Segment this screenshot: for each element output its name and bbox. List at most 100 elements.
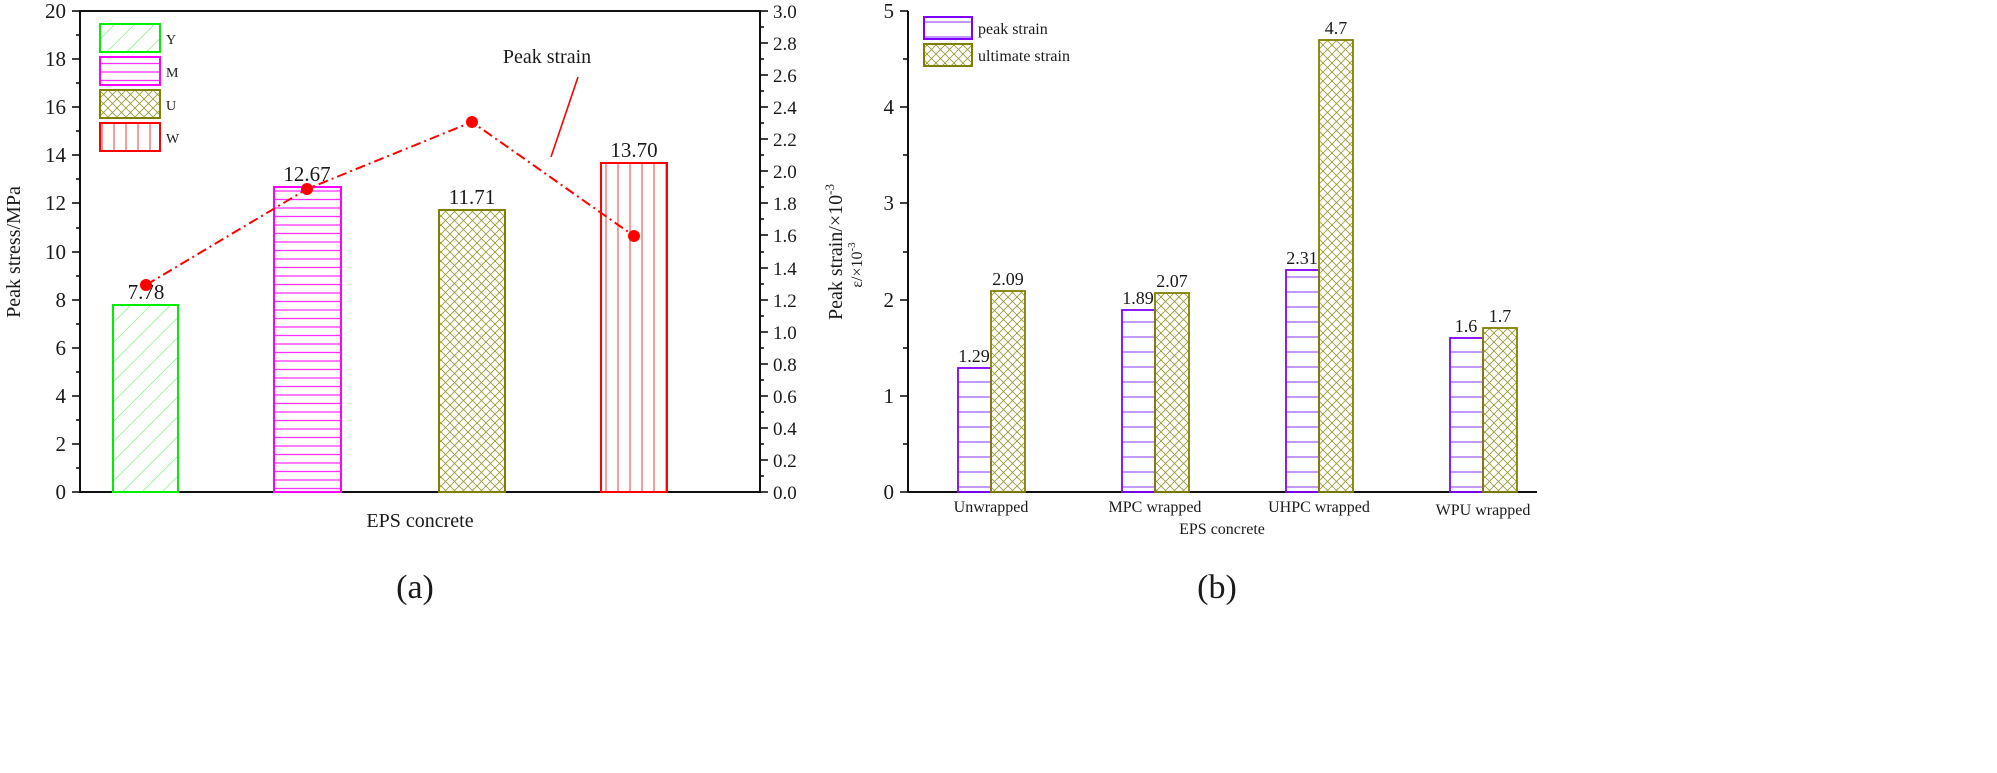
tick-label: 0.8 [773, 355, 797, 376]
tick-label: 2.6 [773, 66, 797, 87]
peak-strain-point [466, 116, 478, 128]
bar-value-label: 11.71 [449, 185, 495, 209]
legend-label-Y: Y [166, 33, 176, 48]
legend-swatch-U [99, 89, 161, 119]
tick-label: 2.8 [773, 34, 797, 55]
tick-label: 1.0 [773, 323, 797, 344]
tick-label: 3 [884, 191, 895, 215]
annotation-leader-line [550, 76, 579, 158]
legend-label-M: M [166, 66, 179, 81]
bar-value-label: 1.89 [1122, 288, 1154, 308]
peak-strain-point [301, 183, 313, 195]
tick-label: 10 [45, 240, 66, 264]
panel-a-y-axis-label: Peak stress/MPa [3, 186, 25, 318]
category-label: WPU wrapped [1436, 502, 1531, 519]
panel-a-legend: Y M U W [99, 23, 180, 152]
peak-strain-point [140, 279, 152, 291]
tick-label: 20 [45, 0, 66, 23]
bar-value-label: 4.7 [1325, 18, 1348, 38]
panel-a-right-tick-labels: 0.0 0.2 0.4 0.6 0.8 1.0 1.2 1.4 1.6 1.8 … [773, 2, 797, 504]
axis-label-exponent: -3 [846, 242, 858, 252]
tick-label: 2.4 [773, 98, 797, 119]
bar-W [600, 162, 668, 493]
tick-label: 14 [45, 143, 67, 167]
tick-label: 1.8 [773, 194, 797, 215]
bar-M [273, 186, 342, 493]
tick-label: 1.2 [773, 291, 797, 312]
panel-a-caption: (a) [396, 569, 434, 606]
tick-label: 1.6 [773, 226, 797, 247]
peak-strain-point [628, 230, 640, 242]
tick-label: 1 [884, 384, 895, 408]
tick-label: 0 [884, 480, 895, 504]
panel-b-bar-labels: 1.29 2.09 1.89 2.07 2.31 4.7 1.6 1.7 [958, 18, 1511, 366]
panel-a-bars [112, 162, 668, 493]
tick-label: 0 [56, 480, 67, 504]
tick-label: 16 [45, 95, 66, 119]
panel-b-y-ticks [900, 10, 908, 493]
bar-ultimate-strain-uhpc [1318, 39, 1354, 493]
legend-swatch-M [99, 56, 161, 86]
bar-value-label: 2.31 [1286, 248, 1318, 268]
panel-b-y-tick-labels: 0 1 2 3 4 5 [884, 0, 895, 504]
panel-a-bar-labels: 7.78 12.67 11.71 13.70 [128, 138, 658, 304]
axis-label-main: ε/×10 [849, 251, 866, 287]
bar-peak-strain-uhpc [1285, 269, 1320, 493]
bar-value-label: 2.07 [1156, 271, 1188, 291]
tick-label: 6 [56, 336, 67, 360]
legend-label-U: U [166, 99, 176, 114]
bar-value-label: 1.29 [958, 346, 990, 366]
panel-a-right-axis [760, 10, 768, 493]
tick-label: 2.0 [773, 162, 797, 183]
bar-peak-strain-unwrapped [957, 367, 992, 493]
panel-a-right-y-axis-label: Peak strain/×10-3 [822, 184, 847, 320]
tick-label: 3.0 [773, 2, 797, 23]
tick-label: 2.2 [773, 130, 797, 151]
panel-b-x-axis-label: EPS concrete [1179, 521, 1265, 538]
panel-b-bars [957, 39, 1518, 493]
tick-label: 0.0 [773, 483, 797, 504]
bar-ultimate-strain-unwrapped [990, 290, 1026, 493]
bar-value-label: 1.7 [1489, 306, 1512, 326]
legend-label-ultimate-strain: ultimate strain [978, 48, 1070, 65]
bar-ultimate-strain-wpu [1482, 327, 1518, 493]
panel-b-legend: peak strain ultimate strain [923, 16, 1070, 67]
panel-b: 0 1 2 3 4 5 ε/×10-3 1.29 2.09 1.89 [846, 0, 1537, 606]
tick-label: 2 [56, 432, 67, 456]
axis-label-main: Peak strain/×10 [825, 195, 847, 320]
tick-label: 0.4 [773, 419, 797, 440]
panel-b-y-axis-label: ε/×10-3 [846, 242, 866, 288]
bar-U [438, 209, 506, 493]
panel-a-x-axis-label: EPS concrete [366, 510, 473, 532]
legend-swatch-W [99, 122, 161, 152]
legend-swatch-peak-strain [923, 16, 973, 40]
bar-value-label: 1.6 [1455, 316, 1478, 336]
panel-b-caption: (b) [1197, 569, 1237, 606]
legend-swatch-ultimate-strain [923, 43, 973, 67]
panel-a-left-axis [72, 10, 80, 493]
bar-peak-strain-mpc [1121, 309, 1156, 493]
peak-strain-line [145, 120, 635, 286]
panel-a: 0 2 4 6 8 10 12 14 16 18 20 Peak stress/… [3, 0, 847, 606]
bar-ultimate-strain-mpc [1154, 292, 1190, 493]
category-label: MPC wrapped [1109, 499, 1202, 516]
category-label: Unwrapped [954, 499, 1029, 516]
legend-swatch-Y [99, 23, 161, 53]
bar-peak-strain-wpu [1449, 337, 1484, 493]
tick-label: 8 [56, 288, 67, 312]
tick-label: 12 [45, 191, 66, 215]
legend-label-peak-strain: peak strain [978, 21, 1048, 38]
tick-label: 1.4 [773, 259, 797, 280]
category-label: UHPC wrapped [1268, 499, 1370, 516]
bar-value-label: 13.70 [610, 138, 657, 162]
panel-a-left-tick-labels: 0 2 4 6 8 10 12 14 16 18 20 [45, 0, 67, 504]
panel-b-category-labels: Unwrapped MPC wrapped UHPC wrapped WPU w… [954, 499, 1531, 519]
tick-label: 0.6 [773, 387, 797, 408]
legend-label-W: W [166, 132, 180, 147]
bar-value-label: 2.09 [992, 269, 1024, 289]
tick-label: 2 [884, 288, 895, 312]
tick-label: 4 [884, 95, 895, 119]
bar-Y [112, 304, 179, 493]
panel-a-peak-strain-series [140, 116, 640, 291]
